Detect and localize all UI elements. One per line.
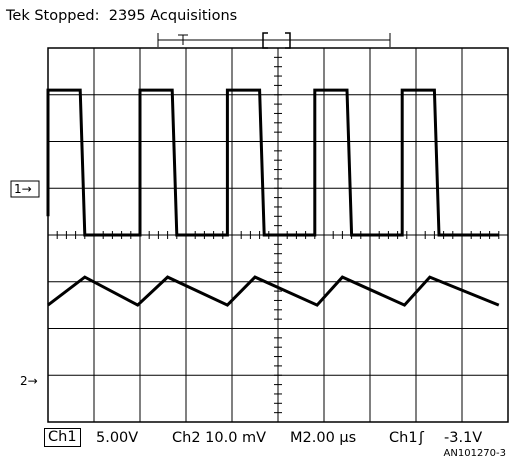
ch2-trace xyxy=(47,275,500,307)
ch2-readout: Ch2 10.0 mV xyxy=(172,430,267,446)
figure-id: AN101270-3 xyxy=(443,448,506,459)
traces xyxy=(46,88,500,307)
timebase-readout: M2.00 µs xyxy=(290,430,357,446)
trigger-slope-icon: ʃ xyxy=(419,430,424,446)
trigger-level: -3.1V xyxy=(444,430,483,446)
display-window-right-bracket xyxy=(285,32,291,49)
ch2-ground-marker: 2→ xyxy=(20,374,38,388)
ch1-trace xyxy=(46,88,499,237)
ch1-scale: 5.00V xyxy=(96,430,139,446)
trigger-source: Ch1 xyxy=(389,430,418,446)
trigger-point-icon xyxy=(178,34,188,45)
acquisition-status: Tek Stopped: 2395 Acquisitions xyxy=(6,8,238,24)
display-window-left-bracket xyxy=(262,32,268,49)
ch1-label: Ch1 xyxy=(44,428,81,447)
trigger-position-bar xyxy=(157,32,391,49)
ch1-marker-box xyxy=(10,180,40,198)
ch1-ground-marker: 1→ xyxy=(14,182,32,196)
